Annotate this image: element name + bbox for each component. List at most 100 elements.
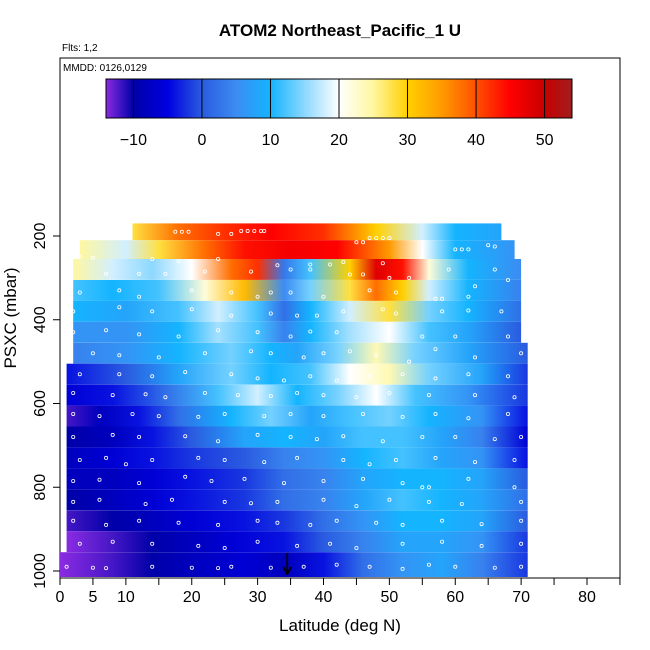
sample-point [400,372,405,377]
sample-point [420,485,425,490]
heatmap-layer [79,240,515,259]
heatmap-layer [132,223,502,241]
sample-point [367,374,372,379]
sample-point [248,269,253,274]
y-tick-label: 600 [32,390,49,417]
x-tick-label: 0 [56,589,65,606]
sample-point [492,437,497,442]
sample-point [446,267,451,272]
sample-point [499,309,504,314]
sample-point [77,541,82,546]
heatmap-layer [66,363,528,385]
sample-point [387,275,392,280]
sample-point [486,243,491,248]
sample-point [229,290,234,295]
sample-point [90,565,95,570]
x-tick-label: 40 [315,589,333,606]
sample-point [196,455,201,460]
x-tick-label: 60 [446,589,464,606]
sample-point [479,522,484,527]
sample-point [440,309,445,314]
x-axis: 0 5 10 20 30 40 50 60 70 80 [56,578,621,606]
x-tick-label: 70 [512,589,530,606]
sample-point [334,330,339,335]
sample-point [64,355,69,360]
sample-point [268,351,273,356]
sample-point [268,565,273,570]
sample-point [466,247,471,252]
sample-point [137,294,142,299]
sample-point [321,478,326,483]
sample-point [216,256,221,261]
heatmap-layer [66,531,528,553]
heatmap-layer [66,384,528,406]
sample-point [163,395,168,400]
y-tick-label: 200 [32,223,49,250]
sample-point [440,518,445,523]
sample-point [150,256,155,261]
sample-point [262,414,267,419]
sample-point [248,501,253,506]
colorbar-tick-label: 20 [330,132,348,149]
sample-point [104,566,109,571]
sample-point [143,392,148,397]
sample-point [328,262,333,267]
sample-point [433,376,438,381]
sample-point [453,247,458,252]
sample-point [433,347,438,352]
sample-point [196,414,201,419]
sample-point [216,328,221,333]
sample-point [295,313,300,318]
y-axis: 200 400 600 800 1000 [32,223,60,589]
sample-point [347,349,352,354]
sample-point [321,294,326,299]
sample-point [354,546,359,551]
sample-point [235,393,240,398]
dates-note: MMDD: 0126,0129 [63,63,147,74]
sample-point [459,247,464,252]
sample-point [466,476,471,481]
sample-point [97,497,102,502]
sample-point [189,565,194,570]
sample-point [156,414,161,419]
heatmap-layer [66,489,528,511]
chart-title: ATOM2 Northeast_Pacific_1 U [219,21,461,40]
sample-point [479,543,484,548]
sample-point [519,518,524,523]
sample-point [202,351,207,356]
heatmap-layer [66,447,528,469]
sample-point [71,390,76,395]
sample-point [104,271,109,276]
sample-point [64,564,69,569]
x-tick-label: 80 [578,589,596,606]
sample-point [143,501,148,506]
sample-point [90,351,95,356]
sample-point [275,499,280,504]
sample-point [71,499,76,504]
sample-point [380,439,385,444]
heatmap-layer [66,510,528,532]
sample-point [183,370,188,375]
sample-point [453,334,458,339]
sample-point [229,231,234,236]
sample-point [295,455,300,460]
sample-point [137,518,142,523]
sample-point [262,228,267,233]
sample-point [216,231,221,236]
sample-point [492,244,497,249]
sample-point [433,411,438,416]
sample-point [183,434,188,439]
sample-point [77,290,82,295]
sample-point [150,309,155,314]
sample-point [314,313,319,318]
sample-point [367,236,372,241]
sample-point [216,522,221,527]
sample-point [426,499,431,504]
x-axis-label: Latitude (deg N) [279,616,401,635]
sample-point [341,309,346,314]
sample-point [137,271,142,276]
sample-point [71,411,76,416]
sample-point [360,411,365,416]
sample-point [71,309,76,314]
sample-point [466,416,471,421]
